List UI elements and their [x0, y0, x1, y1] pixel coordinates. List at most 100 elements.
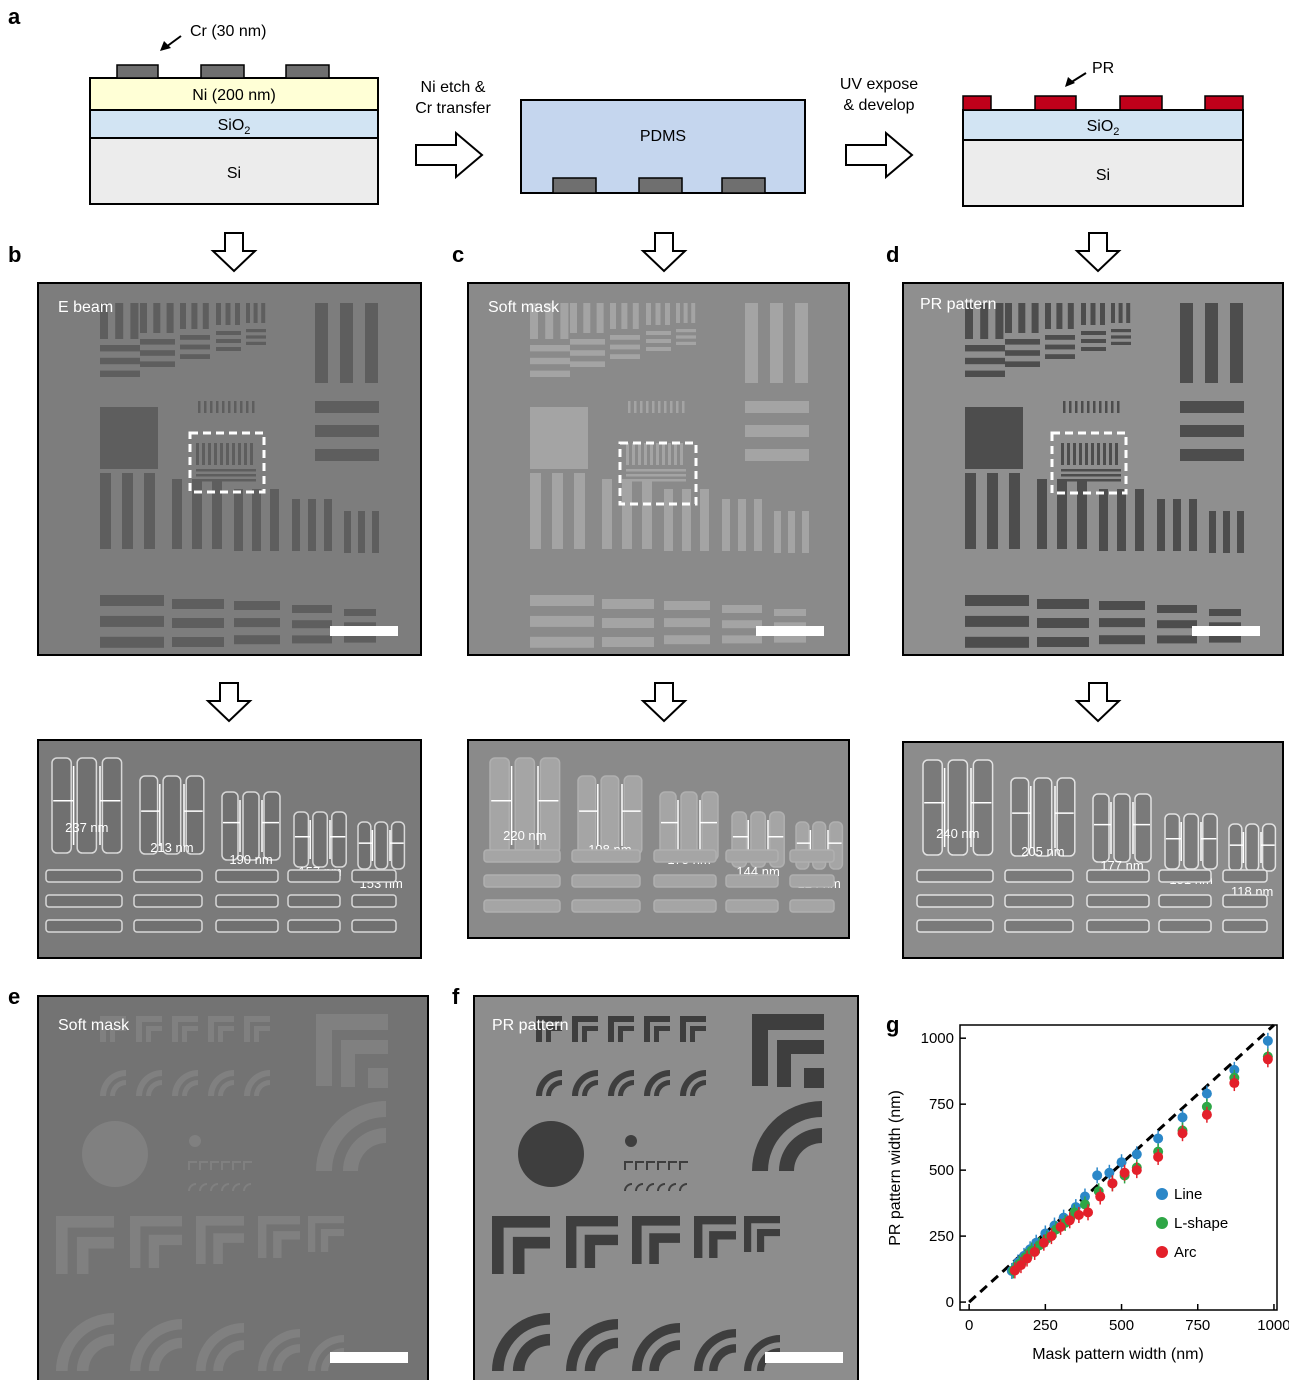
target-bar [1237, 511, 1244, 553]
arc-pattern [243, 1183, 251, 1191]
target-bar [1091, 443, 1094, 465]
l-shape-pattern [566, 1216, 618, 1268]
cr-pad [721, 177, 766, 194]
target-bar [1209, 635, 1241, 643]
zoom-bar [101, 757, 123, 854]
y-axis-label: PR pattern width (nm) [887, 1090, 904, 1246]
sem-title-b: E beam [58, 299, 113, 316]
target-bar [340, 303, 353, 383]
data-point [1029, 1246, 1040, 1257]
l-shape-pattern [130, 1216, 182, 1268]
zoom-hbar [133, 894, 203, 908]
resolution-target-d [965, 303, 1244, 648]
target-bar [602, 479, 612, 549]
target-square [530, 407, 588, 469]
target-bar [570, 350, 605, 356]
schematic-stack-1: Ni (200 nm) SiO2 Si Cr (30 nm) [89, 23, 379, 205]
data-point [1083, 1207, 1094, 1218]
target-bar [144, 473, 155, 549]
target-bar [664, 618, 710, 628]
zoom-hbar [1004, 894, 1074, 908]
target-bar [1005, 339, 1040, 345]
target-bar [1180, 425, 1244, 437]
target-bar [676, 303, 680, 323]
cr-arrow [165, 35, 182, 48]
sem-title-e: Soft mask [58, 1017, 130, 1034]
target-bar [634, 401, 637, 413]
y-tick-label: 1000 [921, 1030, 954, 1047]
zoom-hbar [45, 894, 123, 908]
target-bar [722, 499, 730, 551]
l-shape-pattern [100, 1016, 126, 1042]
target-bar [324, 499, 332, 551]
x-tick-label: 500 [1109, 1317, 1134, 1334]
y-tick-label: 500 [929, 1162, 954, 1179]
zoom-bar [312, 811, 329, 868]
x-tick-label: 250 [1033, 1317, 1058, 1334]
pr-arrowhead [1065, 77, 1075, 87]
target-bar [745, 401, 809, 413]
arc-pattern [188, 1183, 196, 1191]
target-bar [638, 443, 641, 465]
target-bar [192, 479, 202, 549]
target-bar [1081, 347, 1106, 351]
zoom-hbar [1086, 869, 1150, 883]
target-bar [216, 339, 241, 343]
target-bar [1111, 401, 1114, 413]
target-bar [626, 474, 686, 477]
cr-pad [638, 177, 683, 194]
down-arrow-icon [640, 232, 688, 273]
data-point [1104, 1167, 1115, 1178]
cr-label: Cr (30 nm) [190, 23, 266, 40]
target-bar [530, 615, 594, 627]
sem-title-f: PR pattern [492, 1017, 568, 1034]
l-shape-pattern [56, 1216, 114, 1274]
target-bar [574, 473, 585, 549]
target-bar [965, 345, 1005, 352]
shape-patterns-e [56, 1014, 388, 1371]
arc-pattern [210, 1183, 218, 1191]
circle-pattern [518, 1121, 584, 1187]
target-bar [210, 401, 213, 413]
target-bar [234, 489, 243, 551]
target-bar [722, 605, 762, 613]
arc-pattern [572, 1070, 598, 1096]
schematic-pdms: PDMS [520, 99, 806, 194]
target-bar [640, 401, 643, 413]
zoom-hbar [215, 869, 279, 883]
target-bar [344, 609, 376, 616]
zoom-hbar [351, 869, 397, 883]
target-bar [100, 303, 108, 339]
arc-pattern [492, 1313, 550, 1371]
zoom-hbar [133, 869, 203, 883]
zoom-hbar [725, 899, 779, 913]
zoom-hbar [45, 919, 123, 933]
circle-pattern [82, 1121, 148, 1187]
zoom-hbar [653, 899, 717, 913]
zoom-bar [331, 811, 347, 868]
zoom-bar [922, 759, 943, 856]
target-bar [1056, 303, 1063, 329]
target-bar [610, 344, 640, 350]
target-bar [1037, 618, 1089, 628]
target-bar [261, 303, 266, 323]
zoom-bar [185, 775, 205, 855]
target-bar [308, 499, 316, 551]
target-bar [1157, 620, 1197, 629]
target-bar [774, 635, 806, 643]
target-bar [626, 479, 686, 482]
arc-pattern [536, 1070, 562, 1096]
target-bar [610, 354, 640, 359]
width-label: 240 nm [936, 826, 979, 841]
target-bar [253, 303, 258, 323]
target-bar [1073, 443, 1076, 465]
target-bar [646, 347, 671, 351]
target-bar [1117, 401, 1120, 413]
target-bar [196, 443, 199, 465]
target-bar [1180, 449, 1244, 461]
l-shape-pattern [308, 1216, 344, 1252]
zoom-hbar [287, 869, 341, 883]
arc-pattern [316, 1101, 386, 1171]
